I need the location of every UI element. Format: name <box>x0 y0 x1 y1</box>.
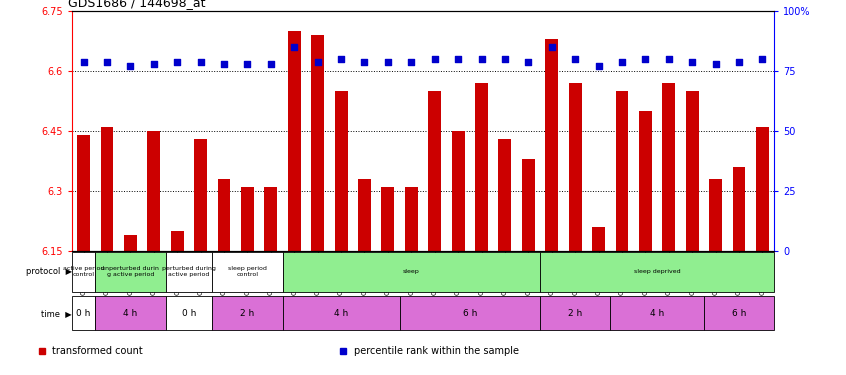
Point <box>217 61 231 67</box>
Point <box>124 63 137 69</box>
Bar <box>72 252 96 292</box>
Bar <box>96 252 166 292</box>
Bar <box>498 139 511 251</box>
Point <box>77 58 91 64</box>
Text: 4 h: 4 h <box>650 309 664 318</box>
Text: protocol  ▶: protocol ▶ <box>25 267 72 276</box>
Point <box>170 58 184 64</box>
Bar <box>639 111 651 251</box>
Bar <box>733 167 745 251</box>
Point <box>264 61 277 67</box>
Bar <box>704 296 774 330</box>
Point <box>545 44 558 50</box>
Bar <box>540 296 610 330</box>
Bar <box>452 131 464 251</box>
Text: 6 h: 6 h <box>463 309 477 318</box>
Text: sleep deprived: sleep deprived <box>634 269 680 274</box>
Point <box>733 58 746 64</box>
Point <box>591 63 605 69</box>
Bar <box>546 39 558 251</box>
Text: sleep: sleep <box>403 269 420 274</box>
Text: 0 h: 0 h <box>76 309 91 318</box>
Bar <box>709 179 722 251</box>
Text: unperturbed durin
g active period: unperturbed durin g active period <box>102 267 159 277</box>
Text: time  ▶: time ▶ <box>41 309 72 318</box>
Bar <box>166 252 212 292</box>
Bar <box>288 31 300 251</box>
Bar <box>592 227 605 251</box>
Bar <box>147 131 160 251</box>
Text: active period
control: active period control <box>63 267 104 277</box>
Text: percentile rank within the sample: percentile rank within the sample <box>354 346 519 355</box>
Point <box>662 56 675 62</box>
Bar <box>428 91 441 251</box>
Bar <box>616 91 629 251</box>
Point <box>240 61 254 67</box>
Bar <box>166 296 212 330</box>
Bar <box>283 252 540 292</box>
Point <box>498 56 512 62</box>
Point <box>639 56 652 62</box>
Bar <box>382 187 394 251</box>
Text: GDS1686 / 144698_at: GDS1686 / 144698_at <box>69 0 206 9</box>
Text: 4 h: 4 h <box>334 309 349 318</box>
Text: perturbed during
active period: perturbed during active period <box>162 267 216 277</box>
Point <box>381 58 394 64</box>
Bar <box>399 296 540 330</box>
Bar <box>101 127 113 251</box>
Text: 0 h: 0 h <box>182 309 196 318</box>
Text: 2 h: 2 h <box>240 309 255 318</box>
Point <box>709 61 722 67</box>
Point <box>475 56 488 62</box>
Bar <box>475 83 488 251</box>
Bar <box>311 35 324 251</box>
Bar <box>72 296 96 330</box>
Point <box>452 56 465 62</box>
Point <box>404 58 418 64</box>
Bar <box>686 91 699 251</box>
Bar <box>569 83 581 251</box>
Text: 4 h: 4 h <box>124 309 138 318</box>
Point <box>358 58 371 64</box>
Point <box>615 58 629 64</box>
Bar <box>241 187 254 251</box>
Point <box>311 58 325 64</box>
Point <box>428 56 442 62</box>
Text: 2 h: 2 h <box>568 309 582 318</box>
Bar <box>540 252 774 292</box>
Bar <box>212 296 283 330</box>
Point <box>288 44 301 50</box>
Point <box>685 58 699 64</box>
Bar <box>212 252 283 292</box>
Point <box>194 58 207 64</box>
Bar <box>195 139 207 251</box>
Bar <box>77 135 90 251</box>
Bar <box>265 187 277 251</box>
Bar <box>358 179 371 251</box>
Bar <box>522 159 535 251</box>
Bar <box>283 296 399 330</box>
Bar <box>217 179 230 251</box>
Point <box>147 61 161 67</box>
Bar <box>662 83 675 251</box>
Text: transformed count: transformed count <box>52 346 143 355</box>
Bar <box>124 235 137 251</box>
Point <box>521 58 536 64</box>
Bar <box>171 231 184 251</box>
Point <box>755 56 769 62</box>
Bar <box>756 127 769 251</box>
Text: 6 h: 6 h <box>732 309 746 318</box>
Point <box>334 56 348 62</box>
Point <box>100 58 113 64</box>
Bar <box>610 296 704 330</box>
Bar <box>405 187 418 251</box>
Point <box>569 56 582 62</box>
Text: sleep period
control: sleep period control <box>228 267 266 277</box>
Bar <box>96 296 166 330</box>
Bar <box>335 91 348 251</box>
